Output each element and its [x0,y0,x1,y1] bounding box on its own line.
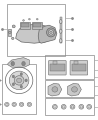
Ellipse shape [17,78,22,83]
Ellipse shape [72,87,77,92]
Polygon shape [38,25,57,43]
Ellipse shape [23,20,24,21]
Bar [32,22,42,29]
Ellipse shape [9,31,11,33]
Ellipse shape [52,87,58,92]
Ellipse shape [14,76,24,85]
Bar [33,23,41,27]
Circle shape [25,79,27,82]
Ellipse shape [20,103,23,106]
Ellipse shape [6,103,8,106]
Ellipse shape [36,18,38,20]
Ellipse shape [12,25,15,28]
Bar [45,98,94,115]
Ellipse shape [47,28,55,37]
Circle shape [20,73,22,76]
Circle shape [12,83,15,86]
Ellipse shape [12,37,14,39]
Bar [21,23,29,27]
Ellipse shape [59,19,62,24]
Bar [7,4,65,56]
FancyBboxPatch shape [70,61,88,75]
Circle shape [12,75,15,78]
Bar [72,64,86,71]
Ellipse shape [88,105,91,108]
Bar [50,64,65,71]
Polygon shape [48,83,62,96]
Bar [20,22,30,29]
Bar [53,61,57,64]
Bar [2,64,36,114]
Ellipse shape [59,39,62,43]
Circle shape [20,85,22,88]
Ellipse shape [50,31,52,34]
FancyBboxPatch shape [49,61,66,75]
Polygon shape [16,24,54,43]
Bar [45,55,94,79]
Ellipse shape [59,29,62,33]
Ellipse shape [13,103,15,106]
Ellipse shape [48,30,54,35]
Ellipse shape [71,105,74,108]
Circle shape [22,61,25,66]
Circle shape [11,61,15,66]
Ellipse shape [9,71,29,90]
Bar [74,61,78,64]
Bar [45,80,94,97]
Polygon shape [8,58,29,67]
Ellipse shape [80,105,83,108]
Polygon shape [68,83,81,96]
Ellipse shape [29,18,30,20]
Ellipse shape [54,105,56,108]
Ellipse shape [62,105,65,108]
Bar [60,17,62,43]
Bar [8,29,11,36]
Ellipse shape [28,103,31,106]
